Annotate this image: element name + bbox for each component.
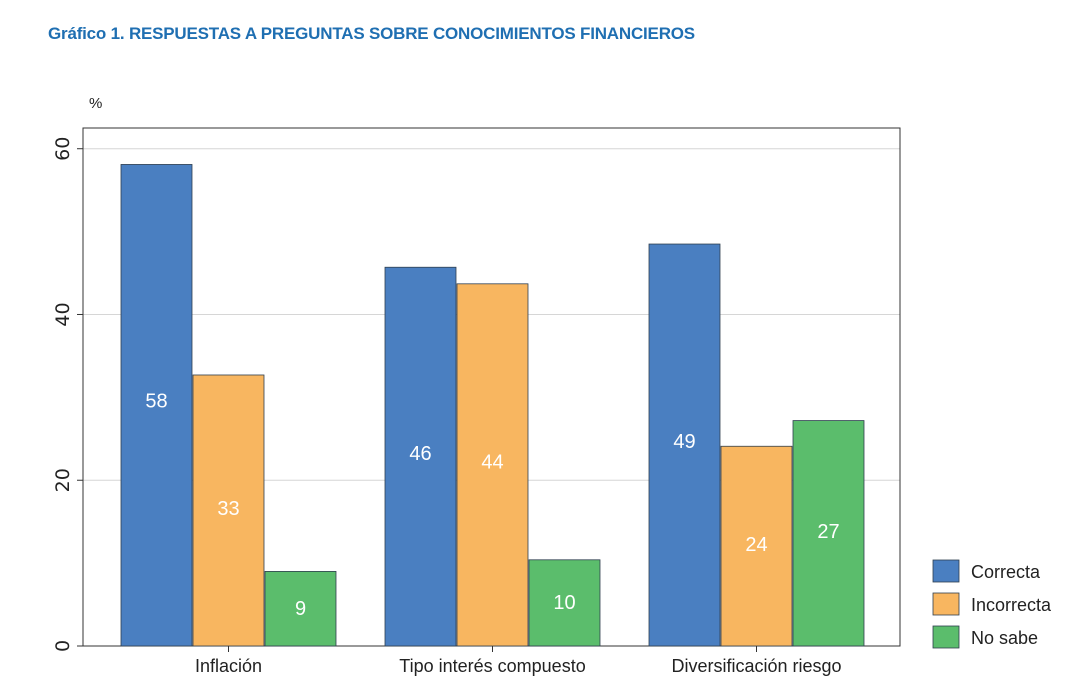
bar-incorrecta-tipo-interes-compuesto [456,283,529,647]
y-axis-unit: % [89,95,102,112]
bar-value-label: 44 [481,451,503,473]
legend-swatch-no-sabe [932,625,960,649]
bar-value-label: 33 [217,498,239,520]
bar-value-label: 24 [745,534,767,556]
bar-value-label: 49 [673,431,695,453]
chart-title: Gráfico 1. RESPUESTAS A PREGUNTAS SOBRE … [48,24,695,43]
bar-correcta-tipo-interes-compuesto [384,266,457,647]
bar-incorrecta-inflacion [192,374,265,647]
legend-swatch-incorrecta [932,592,960,616]
bar-value-label: 46 [409,443,431,465]
x-category-label: Diversificación riesgo [671,656,841,676]
x-category-label: Inflación [195,656,262,676]
bar-no-sabe-tipo-interes-compuesto [528,559,601,647]
y-tick-label: 20 [52,468,74,492]
bar-no-sabe-inflacion [264,571,337,647]
y-tick-label: 0 [52,640,74,652]
bar-correcta-inflacion [120,164,193,647]
bar-correcta-diversificacion-riesgo [648,243,721,647]
bar-no-sabe-diversificacion-riesgo [792,420,865,647]
legend-swatch-correcta [932,559,960,583]
legend-label-no-sabe: No sabe [971,628,1038,648]
bar-value-label: 58 [145,390,167,412]
y-tick-label: 60 [52,137,74,161]
legend-label-incorrecta: Incorrecta [971,595,1052,615]
y-tick-label: 40 [52,302,74,326]
x-category-label: Tipo interés compuesto [399,656,585,676]
bar-value-label: 9 [295,598,306,620]
bar-value-label: 27 [817,521,839,543]
bar-incorrecta-diversificacion-riesgo [720,445,793,647]
bar-value-label: 10 [553,592,575,614]
legend-label-correcta: Correcta [971,562,1041,582]
